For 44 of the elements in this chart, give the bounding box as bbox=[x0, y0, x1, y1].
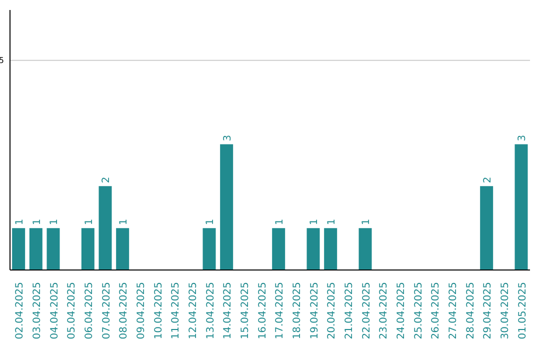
x-tick-label: 10.04.2025 bbox=[153, 282, 164, 340]
x-tick-label: 20.04.2025 bbox=[326, 282, 338, 340]
x-tick-label: 30.04.2025 bbox=[500, 282, 511, 340]
data-label: 1 bbox=[361, 218, 372, 226]
x-tick-label: 17.04.2025 bbox=[274, 282, 286, 340]
x-tick-label: 06.04.2025 bbox=[84, 282, 95, 340]
x-tick-label: 21.04.2025 bbox=[344, 282, 355, 340]
data-label: 1 bbox=[309, 218, 320, 226]
x-tick-label: 11.04.2025 bbox=[170, 282, 182, 340]
x-tick-label: 12.04.2025 bbox=[188, 282, 199, 340]
x-tick-label: 23.04.2025 bbox=[378, 282, 390, 340]
x-tick-label: 26.04.2025 bbox=[430, 282, 442, 340]
x-tick-label: 03.04.2025 bbox=[32, 282, 43, 340]
x-tick-label: 16.04.2025 bbox=[257, 282, 268, 340]
data-label: 1 bbox=[14, 218, 26, 226]
data-label: 1 bbox=[205, 218, 216, 226]
x-tick-label: 28.04.2025 bbox=[465, 282, 476, 340]
x-tick-label: 01.05.2025 bbox=[517, 282, 528, 340]
x-tick-label: 29.04.2025 bbox=[482, 282, 494, 340]
data-label: 1 bbox=[118, 218, 130, 226]
x-tick-label: 07.04.2025 bbox=[101, 282, 112, 340]
x-tick-label: 22.04.2025 bbox=[361, 282, 372, 340]
x-tick-label: 15.04.2025 bbox=[240, 282, 251, 340]
data-label: 2 bbox=[101, 176, 112, 184]
data-label: 1 bbox=[49, 218, 60, 226]
x-tick-label: 27.04.2025 bbox=[448, 282, 459, 340]
x-tick-label: 19.04.2025 bbox=[309, 282, 320, 340]
x-tick-label: 05.04.2025 bbox=[66, 282, 78, 340]
data-label: 3 bbox=[517, 134, 528, 142]
x-tick-label: 08.04.2025 bbox=[118, 282, 130, 340]
data-label: 1 bbox=[326, 218, 338, 226]
data-label: 2 bbox=[482, 176, 494, 184]
data-label: 1 bbox=[84, 218, 95, 226]
data-label: 3 bbox=[222, 134, 234, 142]
data-label: 1 bbox=[274, 218, 286, 226]
x-tick-label: 04.04.2025 bbox=[49, 282, 60, 340]
x-tick-label: 02.04.2025 bbox=[14, 282, 26, 340]
x-tick-label: 09.04.2025 bbox=[136, 282, 147, 340]
x-tick-label: 24.04.2025 bbox=[396, 282, 407, 340]
x-tick-label: 13.04.2025 bbox=[205, 282, 216, 340]
x-tick-label: 18.04.2025 bbox=[292, 282, 303, 340]
x-tick-label: 25.04.2025 bbox=[413, 282, 424, 340]
x-tick-label: 14.04.2025 bbox=[222, 282, 234, 340]
data-label: 1 bbox=[32, 218, 43, 226]
